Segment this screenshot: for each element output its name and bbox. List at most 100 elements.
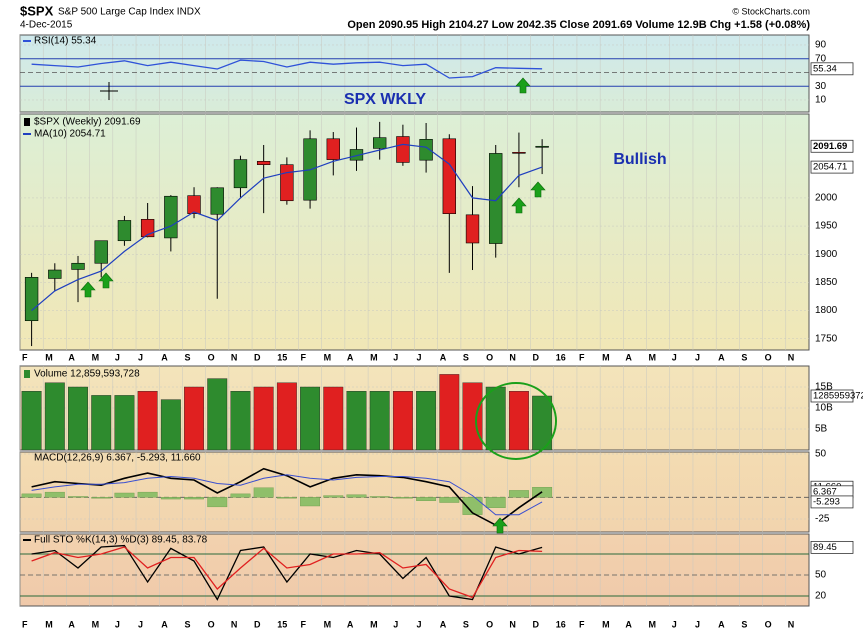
x-tick-label: J — [115, 619, 120, 629]
histogram-bar — [369, 496, 390, 498]
x-tick-label: A — [625, 619, 632, 629]
series-line — [31, 546, 543, 599]
chart-date: 4-Dec-2015 — [20, 20, 73, 31]
candle-body — [233, 159, 248, 189]
histogram-bar — [392, 497, 413, 499]
series-line — [31, 467, 543, 527]
x-tick-label: S — [741, 352, 747, 362]
candle-body — [489, 153, 503, 244]
y-tick-label: 10 — [815, 95, 827, 106]
last-value-tag — [810, 139, 854, 153]
candle-body — [48, 269, 62, 279]
x-tick-label: A — [440, 619, 447, 629]
x-tick-label: O — [486, 352, 493, 362]
x-tick-label: N — [509, 352, 515, 362]
x-tick-label: 15 — [277, 619, 287, 629]
x-tick-label: S — [463, 352, 469, 362]
x-tick-label: A — [718, 352, 725, 362]
symbol-name: S&P 500 Large Cap Index INDX — [58, 7, 201, 18]
credit: © StockCharts.com — [732, 6, 810, 16]
histogram-bar — [21, 493, 42, 498]
histogram-bar — [485, 497, 506, 508]
x-tick-label: A — [347, 352, 354, 362]
x-tick-label: M — [92, 352, 100, 362]
x-tick-label: 15 — [277, 352, 287, 362]
x-tick-label: A — [440, 352, 447, 362]
legend-entry: RSI(14) 55.34 — [34, 36, 97, 47]
volume-bar — [160, 399, 181, 451]
candle-body — [210, 187, 224, 215]
volume-bar — [44, 382, 65, 451]
x-tick-label: J — [695, 352, 700, 362]
last-value-label: 12859593728 — [813, 391, 863, 402]
legend-entry: Full STO %K(14,3) %D(3) 89.45, 83.78 — [34, 535, 208, 546]
x-tick-label: F — [22, 619, 28, 629]
x-tick-label: N — [231, 619, 238, 629]
crosshair — [100, 82, 118, 100]
x-tick-label: M — [370, 352, 378, 362]
candle-body — [419, 139, 433, 161]
x-tick-label: N — [509, 619, 515, 629]
x-tick-label: N — [231, 352, 238, 362]
histogram-bar — [508, 490, 529, 498]
histogram-bar — [207, 497, 228, 508]
last-value-label: 6.367 — [813, 486, 837, 497]
x-tick-label: 16 — [556, 352, 566, 362]
y-tick-label: -25 — [815, 514, 830, 525]
x-tick-label: M — [602, 352, 610, 362]
candle-body — [94, 240, 108, 264]
x-tick-label: F — [579, 352, 585, 362]
legend-swatch — [24, 370, 30, 378]
y-tick-label: 1850 — [815, 277, 838, 288]
annotation: SPX WKLY — [344, 91, 426, 108]
x-tick-label: F — [22, 352, 28, 362]
x-tick-label: D — [533, 352, 540, 362]
annotation-arrows — [80, 77, 557, 534]
volume-bar — [114, 395, 135, 451]
x-tick-label: M — [649, 352, 657, 362]
x-tick-label: O — [486, 619, 493, 629]
x-tick-label: M — [370, 619, 378, 629]
volume-bar — [207, 378, 228, 451]
last-value-tag — [810, 160, 854, 174]
candle-body — [442, 138, 456, 214]
histogram-bar — [462, 497, 483, 515]
candle-body — [71, 262, 85, 270]
volume-bar — [253, 386, 274, 451]
candle-body — [140, 219, 155, 238]
last-value-label: 89.45 — [813, 542, 837, 553]
y-tick-label: 50 — [815, 449, 827, 460]
volume-bar — [462, 382, 483, 451]
y-tick-label: 50 — [815, 570, 827, 581]
y-tick-label: 1900 — [815, 249, 838, 260]
y-tick-label: 1750 — [815, 333, 838, 344]
series-line — [31, 544, 543, 601]
histogram-bar — [137, 491, 158, 498]
series-line — [31, 474, 543, 516]
volume-bar — [508, 391, 529, 451]
last-value-label: -5.293 — [813, 496, 840, 507]
x-tick-label: 16 — [556, 619, 566, 629]
green-arrow — [80, 281, 96, 298]
x-tick-label: J — [393, 352, 398, 362]
x-tick-label: D — [533, 619, 540, 629]
y-tick-label: 5B — [815, 424, 828, 435]
x-tick-label: J — [695, 619, 700, 629]
series-line — [31, 59, 543, 79]
last-value-label: 2054.71 — [813, 162, 847, 173]
histogram-bar — [439, 497, 460, 503]
y-tick-label: 2000 — [815, 193, 838, 204]
x-tick-label: D — [254, 619, 261, 629]
legend-entry: MA(10) 2054.71 — [34, 129, 106, 140]
histogram-bar — [114, 492, 135, 498]
last-value-label: 2091.69 — [813, 141, 847, 152]
histogram-bar — [300, 497, 321, 507]
x-tick-label: S — [184, 352, 190, 362]
volume-bar — [68, 386, 88, 451]
y-tick-label: 1800 — [815, 305, 838, 316]
last-value-label: 55.34 — [813, 63, 837, 74]
legend-entry: Volume 12,859,593,728 — [34, 369, 140, 380]
histogram-bar — [276, 497, 297, 499]
candle-body — [24, 277, 39, 322]
